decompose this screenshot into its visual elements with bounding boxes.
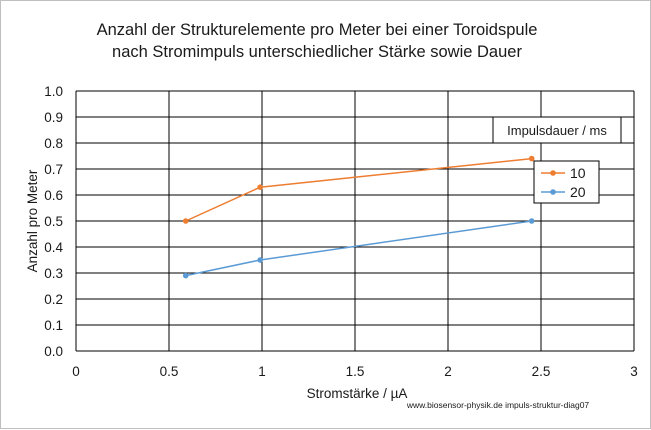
y-tick-label: 0.6 [44, 188, 63, 203]
data-point-10 [257, 184, 263, 190]
y-tick-label: 0.9 [44, 110, 63, 125]
legend-title-box: Impulsdauer / ms [492, 116, 622, 144]
x-tick-label: 1 [258, 364, 266, 379]
x-axis-label: Stromstärke / µA [307, 386, 408, 401]
series-line-10 [185, 157, 532, 222]
x-tick-label: 2.5 [532, 364, 551, 379]
y-tick-label: 0.0 [44, 344, 63, 359]
x-tick-label: 1.5 [346, 364, 365, 379]
chart-title-line2: nach Stromimpuls unterschiedlicher Stärk… [112, 43, 522, 61]
y-tick-label: 0.4 [44, 240, 63, 255]
data-point-10 [182, 218, 189, 224]
data-point-20 [257, 257, 263, 263]
tick-labels: 0.0 0.1 0.2 0.3 0.4 0.5 0.6 0.7 0.8 0.9 1.0 0 0.5 1 1.… [44, 84, 638, 379]
legend-swatch-marker [550, 170, 556, 176]
y-tick-label: 1.0 [44, 84, 63, 99]
chart-title-line1: Anzahl der Strukturelemente pro Meter be… [97, 21, 538, 39]
x-tick-label: 0 [72, 364, 80, 379]
series-line-20 [185, 220, 532, 277]
credit-text: www.biosensor-physik.de impuls-struktur-… [406, 400, 590, 410]
legend-title: Impulsdauer / ms [507, 123, 607, 138]
series-layer [182, 155, 535, 279]
y-axis-label: Anzahl pro Meter [25, 169, 40, 272]
data-point-10 [528, 155, 535, 162]
x-tick-label: 2 [444, 364, 452, 379]
series-20 [182, 218, 535, 279]
x-tick-label: 3 [630, 364, 638, 379]
y-tick-label: 0.1 [44, 318, 63, 333]
data-point-20 [182, 272, 189, 279]
legend-swatch-marker [550, 189, 556, 195]
y-tick-label: 0.3 [44, 266, 63, 281]
legend-label: 10 [570, 165, 586, 181]
y-tick-label: 0.2 [44, 292, 63, 307]
y-tick-label: 0.5 [44, 214, 63, 229]
legend-label: 20 [570, 184, 586, 200]
x-tick-label: 0.5 [160, 364, 179, 379]
legend-frame [533, 160, 600, 204]
data-point-20 [528, 218, 535, 224]
y-tick-label: 0.7 [44, 162, 63, 177]
series-10 [182, 155, 535, 224]
y-tick-label: 0.8 [44, 136, 63, 151]
legend-title-frame [492, 116, 622, 144]
